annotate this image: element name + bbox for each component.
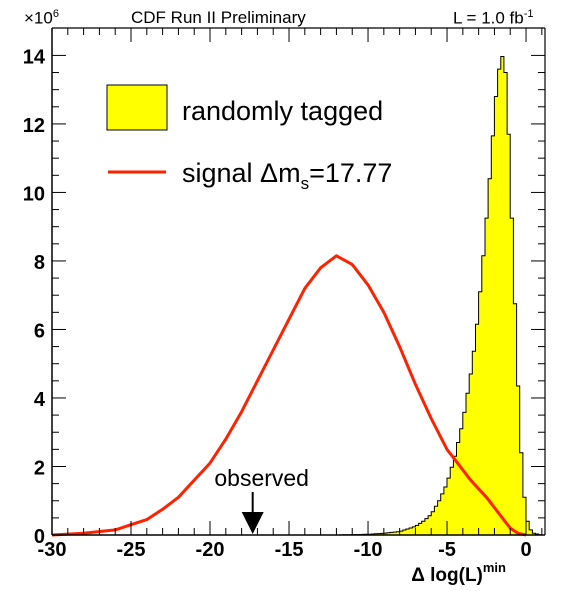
y-tick-label: 2 bbox=[34, 457, 45, 479]
x-tick-label: -20 bbox=[196, 539, 225, 561]
histogram-randomly-tagged bbox=[336, 56, 543, 536]
y-tick-label: 12 bbox=[23, 115, 45, 137]
legend-label-signal: signal Δms=17.77 bbox=[182, 158, 392, 193]
series-layer bbox=[51, 56, 543, 537]
y-tick-label: 0 bbox=[34, 526, 45, 548]
legend: randomly tagged signal Δms=17.77 bbox=[106, 84, 392, 193]
y-tick-label: 8 bbox=[34, 252, 45, 274]
annotation-observed: observed bbox=[214, 465, 309, 534]
luminosity-label: L = 1.0 fb-1 bbox=[453, 8, 534, 28]
scale-factor: ×106 bbox=[24, 8, 59, 28]
legend-swatch-randomly-tagged bbox=[106, 84, 168, 131]
axis-layer: 0 2 4 6 8 10 12 14 -30 -25 -20 -15 -10 -5 0 bbox=[23, 27, 546, 561]
y-tick-label: 10 bbox=[23, 183, 45, 205]
x-tick-label: -25 bbox=[117, 539, 146, 561]
x-tick-label: -15 bbox=[275, 539, 304, 561]
x-tick-label: -5 bbox=[438, 539, 456, 561]
signal-line bbox=[51, 254, 527, 537]
legend-label-randomly-tagged: randomly tagged bbox=[182, 96, 383, 126]
y-tick-label: 6 bbox=[34, 320, 45, 342]
y-tick-label: 4 bbox=[34, 389, 46, 411]
x-tick-label: -30 bbox=[38, 539, 67, 561]
observed-arrow-head bbox=[241, 512, 264, 534]
x-tick-label: -10 bbox=[354, 539, 383, 561]
x-tick-label: 0 bbox=[520, 539, 531, 561]
y-tick-label: 14 bbox=[23, 46, 46, 68]
observed-label: observed bbox=[214, 465, 309, 491]
chart-title: CDF Run II Preliminary bbox=[131, 8, 306, 27]
x-axis-label: Δ log(L)min bbox=[411, 560, 506, 586]
